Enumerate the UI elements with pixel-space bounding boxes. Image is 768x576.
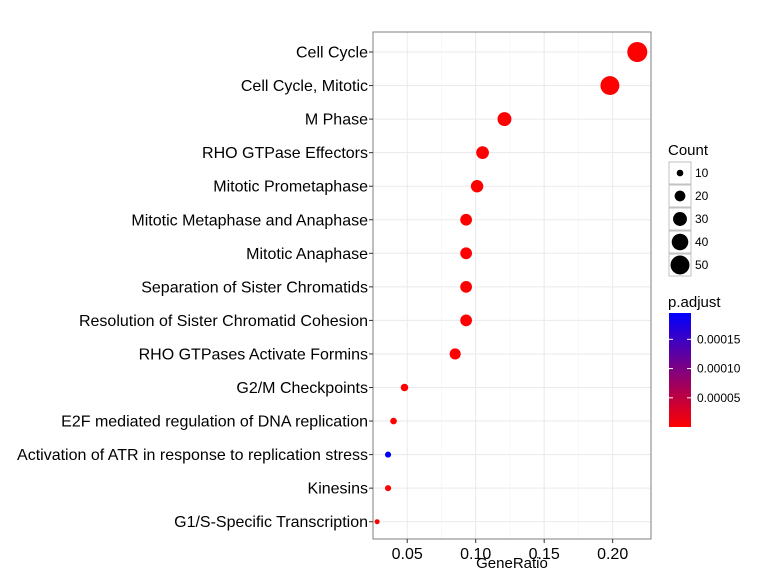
data-point: [600, 76, 620, 96]
data-point: [460, 247, 473, 260]
data-point: [460, 314, 473, 327]
color-legend: p.adjust 0.00005 0.00010 0.00015: [668, 294, 741, 427]
size-legend-title: Count: [668, 142, 709, 159]
size-legend-label: 50: [695, 258, 709, 272]
y-tick-label: RHO GTPase Effectors: [202, 145, 368, 162]
y-tick-label: Resolution of Sister Chromatid Cohesion: [79, 313, 368, 330]
data-point: [460, 280, 473, 293]
y-tick-label: RHO GTPases Activate Formins: [139, 346, 368, 363]
x-tick-label: 0.10: [460, 546, 491, 563]
color-bar: [669, 313, 691, 427]
y-tick-label: M Phase: [305, 112, 368, 129]
y-tick-label: Activation of ATR in response to replica…: [17, 447, 368, 464]
size-legend-dot: [674, 190, 686, 202]
y-tick-label: Mitotic Prometaphase: [213, 179, 368, 196]
color-legend-title: p.adjust: [668, 294, 721, 311]
y-tick-label: Cell Cycle: [296, 45, 368, 62]
size-legend-dot: [671, 233, 689, 251]
y-tick-label: Mitotic Anaphase: [246, 246, 368, 263]
y-tick-label: Cell Cycle, Mitotic: [241, 78, 368, 95]
data-point: [497, 112, 512, 127]
points-layer: [374, 42, 648, 525]
data-point: [400, 383, 409, 392]
size-legend-label: 30: [695, 212, 709, 226]
data-point: [449, 348, 461, 360]
grid-lines: [373, 32, 651, 539]
panel-border: [372, 31, 652, 540]
data-point: [627, 42, 648, 62]
x-tick-label: 0.20: [597, 546, 628, 563]
x-tick-label: 0.15: [529, 546, 560, 563]
data-point: [374, 519, 380, 525]
y-tick-label: Kinesins: [308, 481, 368, 498]
data-point: [460, 213, 473, 226]
data-point: [470, 179, 484, 193]
panel-background: [373, 32, 651, 539]
size-legend-dot: [673, 212, 687, 226]
x-axis: 0.05 0.10 0.15 0.20: [392, 539, 628, 563]
y-tick-label: G1/S-Specific Transcription: [174, 514, 368, 531]
size-legend-label: 40: [695, 235, 709, 249]
size-legend-label: 10: [695, 166, 709, 180]
x-axis-title: GeneRatio: [476, 555, 548, 572]
color-legend-label: 0.00010: [697, 362, 741, 376]
y-tick-label: Separation of Sister Chromatids: [141, 279, 368, 296]
y-tick-label: E2F mediated regulation of DNA replicati…: [61, 414, 368, 431]
y-tick-label: G2/M Checkpoints: [236, 380, 368, 397]
data-point: [390, 417, 397, 425]
y-tick-label: Mitotic Metaphase and Anaphase: [131, 212, 368, 229]
size-legend: Count 10 20 30 40 50: [668, 142, 709, 277]
color-legend-label: 0.00015: [697, 332, 741, 346]
data-point: [385, 451, 392, 458]
x-tick-label: 0.05: [392, 546, 423, 563]
size-legend-label: 20: [695, 189, 709, 203]
data-point: [385, 485, 392, 492]
y-axis: Cell Cycle Cell Cycle, Mitotic M Phase RHO …: [17, 45, 373, 531]
size-legend-dot: [670, 255, 690, 275]
size-legend-dot: [676, 169, 684, 177]
color-legend-label: 0.00005: [697, 391, 741, 405]
data-point: [476, 146, 489, 160]
